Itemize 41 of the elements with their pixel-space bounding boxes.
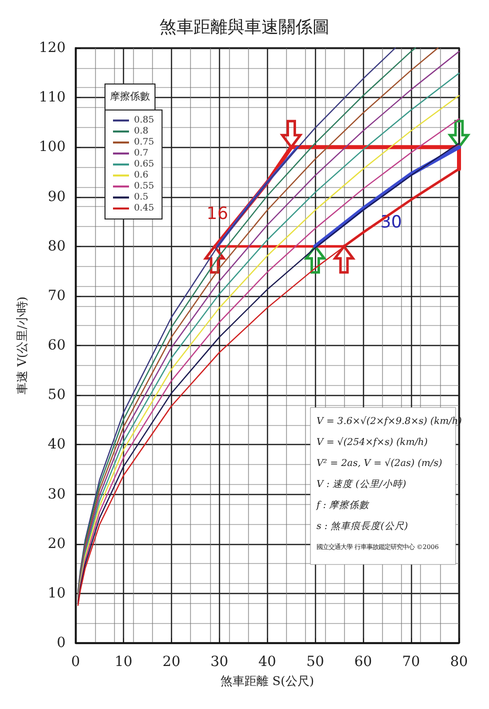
legend-label: 0.5 (134, 192, 149, 202)
y-tick-label: 20 (48, 536, 66, 552)
x-tick-label: 10 (114, 654, 132, 670)
x-axis-title: 煞車距離 S(公尺) (220, 674, 314, 688)
annotation: V : 速度 (公里/小時) (316, 478, 406, 490)
y-tick-label: 70 (48, 288, 66, 304)
legend-label: 0.8 (134, 126, 149, 136)
legend-label: 0.65 (134, 160, 154, 170)
y-tick-label: 120 (38, 40, 66, 56)
x-tick-label: 0 (71, 654, 80, 670)
y-tick-label: 40 (48, 436, 66, 453)
y-tick-label: 60 (48, 338, 66, 354)
annotation: f : 摩擦係數 (315, 498, 370, 511)
x-tick-label: 20 (162, 654, 180, 670)
legend-label: 0.55 (134, 182, 154, 192)
legend-label: 0.45 (134, 204, 154, 214)
x-tick-label: 80 (450, 654, 468, 670)
legend-title: 摩擦係數 (110, 90, 150, 102)
y-tick-label: 0 (56, 635, 66, 651)
x-tick-label: 70 (402, 654, 420, 670)
legend-label: 0.7 (134, 148, 149, 158)
x-tick-label: 50 (306, 654, 324, 670)
y-axis-title: 車速 V(公里/小時) (15, 296, 29, 394)
y-tick-label: 110 (38, 90, 66, 106)
annotation: V = √(254×f×s) (km/h) (316, 436, 428, 448)
y-tick-label: 10 (48, 585, 66, 602)
annotation: s : 煞車痕長度(公尺) (316, 520, 408, 532)
legend-label: 0.85 (134, 116, 154, 126)
x-tick-label: 30 (210, 654, 228, 670)
annotation: 30 (380, 212, 402, 233)
x-tick-label: 60 (354, 654, 372, 670)
y-tick-label: 100 (38, 139, 66, 156)
chart-title: 煞車距離與車速關係圖 (160, 18, 330, 38)
y-tick-label: 50 (48, 387, 66, 404)
annotation: V² = 2as, V = √(2as) (m/s) (316, 458, 442, 469)
x-tick-label: 40 (258, 654, 276, 670)
y-tick-label: 80 (48, 238, 66, 254)
y-tick-label: 90 (48, 188, 66, 205)
legend-label: 0.75 (134, 138, 154, 148)
y-tick-label: 30 (48, 486, 66, 502)
legend-label: 0.6 (134, 170, 149, 180)
